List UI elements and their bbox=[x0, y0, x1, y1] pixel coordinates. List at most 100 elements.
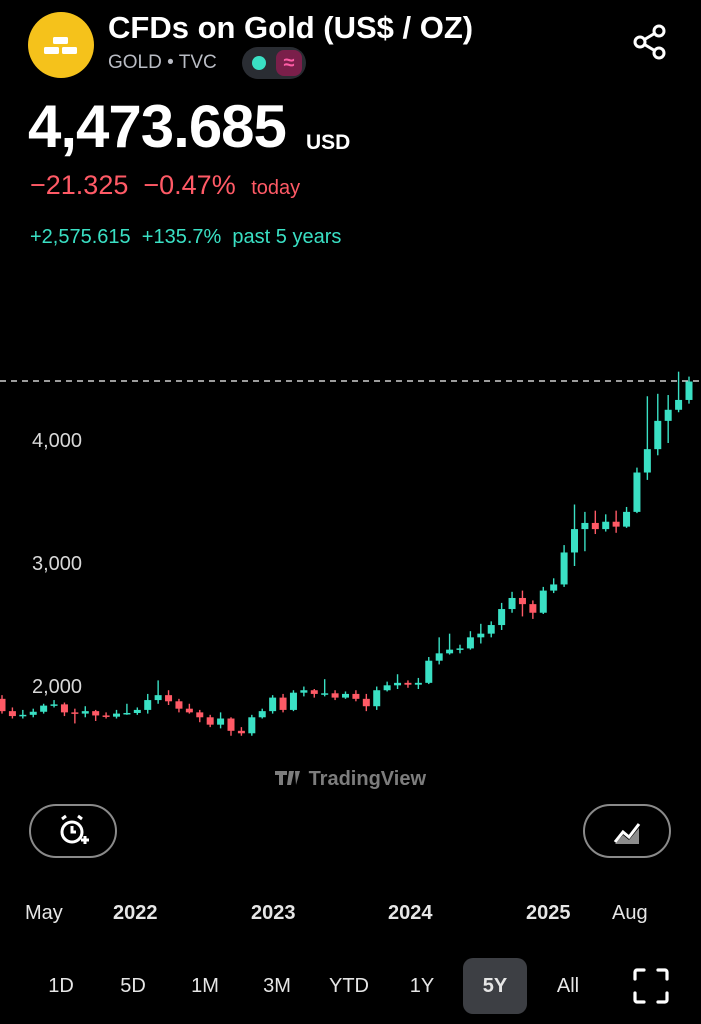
market-open-dot-icon bbox=[252, 56, 266, 70]
candle bbox=[342, 691, 349, 699]
candle bbox=[279, 693, 287, 713]
candle bbox=[404, 680, 412, 688]
candle bbox=[394, 674, 402, 689]
candle bbox=[550, 578, 558, 594]
change-period: today bbox=[251, 177, 301, 199]
change-pct: −0.47% bbox=[143, 170, 236, 200]
candle bbox=[675, 371, 683, 413]
candle bbox=[466, 631, 474, 650]
candle bbox=[571, 504, 578, 566]
candle bbox=[29, 708, 37, 718]
candle bbox=[560, 545, 568, 587]
range-5y[interactable]: 5Y bbox=[463, 958, 527, 1014]
candle bbox=[248, 714, 256, 736]
candle bbox=[477, 623, 485, 644]
range-1y[interactable]: 1Y bbox=[409, 975, 435, 997]
x-label-2022: 2022 bbox=[113, 902, 158, 924]
change-today: −21.325 −0.47% today bbox=[30, 170, 300, 201]
candle bbox=[321, 679, 329, 697]
indicators-button[interactable] bbox=[583, 804, 671, 858]
candle bbox=[300, 686, 308, 697]
x-label-2025: 2025 bbox=[526, 902, 571, 924]
candle bbox=[331, 690, 339, 701]
change5-abs: +2,575.615 bbox=[30, 226, 131, 248]
candle bbox=[581, 511, 589, 552]
candle bbox=[123, 703, 131, 715]
change5-pct: +135.7% bbox=[141, 226, 222, 248]
currency: USD bbox=[306, 131, 351, 154]
candle bbox=[529, 600, 537, 619]
candle bbox=[102, 712, 110, 719]
candle bbox=[206, 714, 214, 728]
range-3m[interactable]: 3M bbox=[263, 975, 291, 997]
change5-period: past 5 years bbox=[232, 226, 342, 248]
candle bbox=[0, 695, 6, 714]
x-label-aug: Aug bbox=[612, 902, 648, 924]
share-icon[interactable] bbox=[630, 22, 670, 62]
symbol-line: GOLD • TVC bbox=[108, 52, 217, 74]
candle bbox=[92, 709, 100, 721]
candle bbox=[633, 467, 641, 514]
candle bbox=[498, 602, 506, 630]
candle bbox=[352, 690, 360, 702]
range-5d[interactable]: 5D bbox=[120, 975, 146, 997]
range-ytd[interactable]: YTD bbox=[329, 975, 369, 997]
gold-bars-icon bbox=[28, 12, 94, 78]
candle bbox=[50, 700, 58, 708]
price-chart[interactable] bbox=[0, 300, 701, 860]
candle bbox=[612, 510, 620, 533]
candle bbox=[685, 376, 693, 404]
candle bbox=[40, 703, 48, 714]
page-title: CFDs on Gold (US$ / OZ) bbox=[108, 10, 474, 45]
x-label-2024: 2024 bbox=[388, 902, 433, 924]
candle bbox=[362, 693, 370, 712]
candle bbox=[425, 657, 433, 685]
market-status-pill[interactable]: ≈ bbox=[242, 47, 306, 79]
price: 4,473.685 bbox=[28, 93, 287, 160]
candle bbox=[518, 590, 526, 617]
fullscreen-icon[interactable] bbox=[632, 967, 670, 1005]
candle bbox=[310, 689, 318, 698]
approx-icon: ≈ bbox=[276, 50, 302, 76]
candle bbox=[446, 633, 454, 655]
candle bbox=[623, 506, 631, 528]
candle bbox=[185, 703, 193, 714]
candle bbox=[144, 693, 152, 714]
symbol: GOLD bbox=[108, 52, 162, 73]
range-1d[interactable]: 1D bbox=[48, 975, 74, 997]
add-alert-clock-icon bbox=[60, 814, 89, 844]
candle bbox=[373, 686, 381, 710]
candle bbox=[383, 681, 391, 692]
x-label-2023: 2023 bbox=[251, 902, 296, 924]
change-abs: −21.325 bbox=[30, 170, 129, 200]
candle bbox=[643, 396, 651, 480]
candle bbox=[60, 702, 68, 717]
candle bbox=[269, 695, 277, 714]
candle bbox=[664, 395, 672, 443]
y-tick-label: 3,000 bbox=[32, 553, 83, 575]
y-tick-label: 4,000 bbox=[32, 430, 83, 452]
range-1m[interactable]: 1M bbox=[191, 975, 219, 997]
candle bbox=[258, 708, 266, 719]
tradingview-watermark: TradingView bbox=[273, 768, 433, 794]
candle bbox=[508, 591, 516, 613]
exchange: TVC bbox=[178, 52, 217, 73]
x-label-may: May bbox=[25, 902, 63, 924]
candle bbox=[539, 586, 547, 614]
candle bbox=[602, 514, 610, 532]
candle bbox=[217, 712, 225, 729]
range-selector: 1D 5D 1M 3M YTD 1Y 5Y All bbox=[0, 958, 701, 1016]
candle bbox=[591, 510, 599, 535]
candle bbox=[175, 698, 183, 713]
range-all[interactable]: All bbox=[556, 975, 580, 997]
candle bbox=[654, 393, 662, 456]
change-5y: +2,575.615 +135.7% past 5 years bbox=[30, 226, 341, 249]
add-alert-button[interactable] bbox=[29, 804, 117, 858]
indicators-chart-icon bbox=[613, 823, 641, 844]
candle bbox=[113, 709, 120, 719]
separator: • bbox=[167, 52, 174, 73]
candle bbox=[8, 707, 16, 719]
candle bbox=[165, 690, 173, 705]
candle bbox=[133, 707, 141, 715]
candle bbox=[71, 708, 79, 724]
